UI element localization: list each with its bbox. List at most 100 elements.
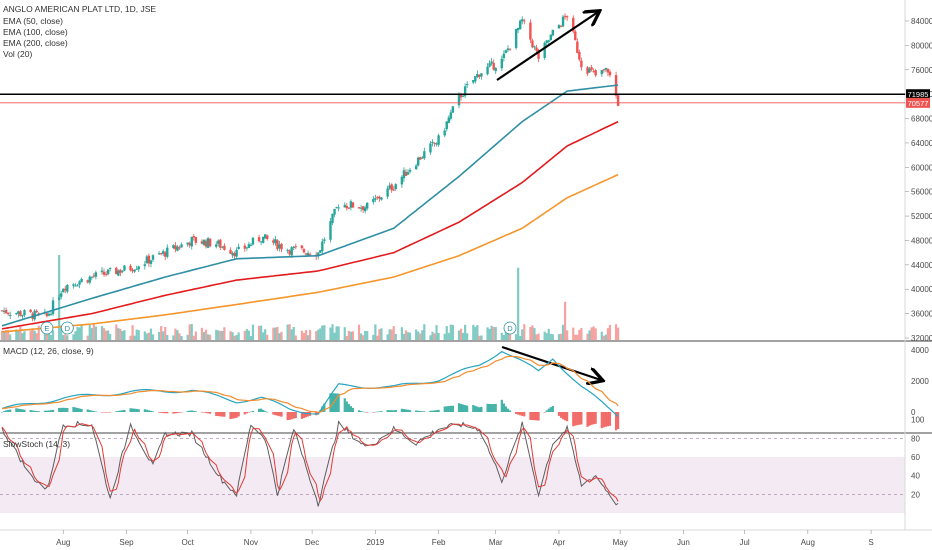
candle[interactable]: [202, 239, 206, 246]
candle[interactable]: [135, 268, 138, 270]
candle[interactable]: [404, 171, 408, 176]
candle[interactable]: [588, 68, 591, 73]
candle[interactable]: [506, 48, 510, 51]
candle[interactable]: [351, 202, 355, 208]
candle[interactable]: [345, 205, 348, 209]
candle[interactable]: [435, 143, 438, 145]
candle[interactable]: [123, 265, 126, 271]
candle[interactable]: [294, 246, 297, 248]
candle[interactable]: [465, 84, 469, 86]
candle[interactable]: [357, 207, 361, 209]
candle[interactable]: [233, 252, 236, 257]
candle[interactable]: [508, 48, 512, 50]
candle[interactable]: [90, 276, 93, 278]
candle[interactable]: [247, 244, 251, 248]
candle[interactable]: [386, 188, 389, 197]
candle[interactable]: [145, 256, 149, 264]
candle[interactable]: [565, 16, 569, 18]
candle[interactable]: [551, 29, 555, 36]
candle[interactable]: [206, 238, 210, 248]
candle[interactable]: [480, 73, 483, 77]
candle[interactable]: [164, 252, 167, 257]
candle[interactable]: [106, 269, 110, 275]
candle[interactable]: [592, 71, 595, 73]
candle[interactable]: [288, 250, 291, 255]
candle[interactable]: [47, 313, 51, 316]
candle[interactable]: [388, 185, 391, 189]
candle[interactable]: [406, 172, 410, 175]
candle[interactable]: [80, 278, 83, 283]
candle[interactable]: [374, 198, 377, 200]
candle[interactable]: [580, 60, 583, 68]
candle[interactable]: [51, 300, 55, 314]
candle[interactable]: [317, 252, 320, 257]
candle[interactable]: [366, 202, 369, 209]
candle[interactable]: [433, 142, 436, 144]
candle[interactable]: [437, 135, 440, 145]
candle[interactable]: [533, 46, 536, 48]
candle[interactable]: [308, 254, 312, 256]
candle[interactable]: [392, 189, 395, 191]
candle[interactable]: [223, 245, 226, 250]
candle[interactable]: [521, 19, 524, 22]
candle[interactable]: [235, 249, 238, 257]
candle[interactable]: [616, 95, 620, 106]
candle[interactable]: [561, 16, 565, 27]
candle[interactable]: [457, 93, 461, 106]
candle[interactable]: [290, 247, 293, 256]
candle[interactable]: [221, 246, 224, 248]
candle[interactable]: [76, 285, 79, 287]
candle[interactable]: [488, 63, 491, 67]
candle[interactable]: [37, 313, 40, 315]
candle[interactable]: [486, 66, 489, 75]
candle[interactable]: [217, 240, 220, 244]
candle[interactable]: [323, 239, 326, 241]
candle[interactable]: [231, 252, 234, 256]
candle[interactable]: [251, 237, 255, 245]
candle[interactable]: [390, 184, 393, 191]
candle[interactable]: [463, 86, 467, 96]
candle[interactable]: [604, 67, 608, 70]
candle[interactable]: [576, 41, 579, 53]
candle[interactable]: [445, 121, 448, 130]
candle[interactable]: [60, 293, 63, 297]
candle[interactable]: [219, 239, 222, 248]
candle[interactable]: [504, 50, 508, 53]
candle[interactable]: [78, 281, 81, 285]
candle[interactable]: [478, 74, 481, 77]
candle[interactable]: [333, 208, 336, 215]
candle[interactable]: [500, 58, 504, 69]
candle[interactable]: [280, 243, 283, 250]
candle[interactable]: [176, 246, 179, 251]
event-marker[interactable]: [503, 321, 517, 335]
candle[interactable]: [429, 143, 432, 153]
candle[interactable]: [29, 309, 32, 313]
candle[interactable]: [606, 69, 610, 73]
candle[interactable]: [400, 176, 404, 185]
candle[interactable]: [347, 207, 351, 209]
candle[interactable]: [492, 62, 495, 70]
candle[interactable]: [529, 22, 532, 40]
candle[interactable]: [531, 40, 534, 48]
candle[interactable]: [4, 309, 8, 314]
candle[interactable]: [21, 315, 24, 317]
candle[interactable]: [414, 165, 418, 170]
candle[interactable]: [259, 241, 263, 243]
candle[interactable]: [417, 157, 420, 166]
candle[interactable]: [474, 76, 477, 82]
candle[interactable]: [286, 249, 289, 251]
candle[interactable]: [86, 280, 89, 283]
candle[interactable]: [545, 40, 548, 43]
candle[interactable]: [19, 311, 22, 316]
candle[interactable]: [131, 269, 134, 272]
candle[interactable]: [129, 265, 132, 271]
candle[interactable]: [115, 267, 118, 275]
candle[interactable]: [243, 245, 246, 249]
candle[interactable]: [102, 271, 106, 275]
candle[interactable]: [121, 270, 124, 272]
candle[interactable]: [602, 69, 606, 71]
candle[interactable]: [337, 207, 340, 209]
candle[interactable]: [208, 238, 212, 247]
candle[interactable]: [447, 117, 450, 123]
